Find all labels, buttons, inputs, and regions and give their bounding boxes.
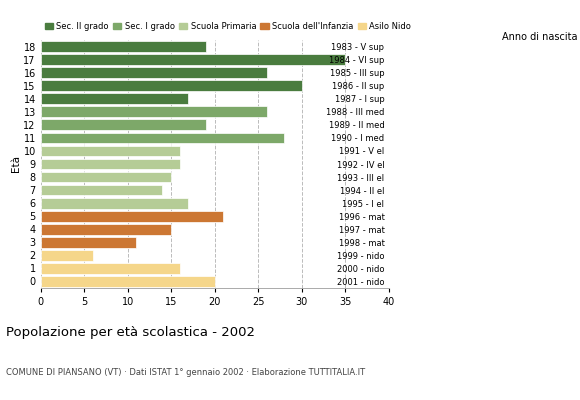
Bar (41, 224, 171, 235)
Bar (41, 80, 302, 91)
Bar (41, 132, 284, 143)
Bar (41, 93, 188, 104)
Bar (41, 263, 180, 274)
Bar (41, 106, 267, 117)
Text: Popolazione per età scolastica - 2002: Popolazione per età scolastica - 2002 (6, 326, 255, 339)
Bar (41, 237, 136, 248)
Legend: Sec. II grado, Sec. I grado, Scuola Primaria, Scuola dell'Infanzia, Asilo Nido: Sec. II grado, Sec. I grado, Scuola Prim… (45, 22, 411, 31)
Bar (41, 185, 162, 196)
Bar (41, 54, 345, 65)
Text: COMUNE DI PIANSANO (VT) · Dati ISTAT 1° gennaio 2002 · Elaborazione TUTTITALIA.I: COMUNE DI PIANSANO (VT) · Dati ISTAT 1° … (6, 368, 365, 377)
Y-axis label: Età: Età (10, 156, 20, 172)
Bar (41, 211, 223, 222)
Bar (41, 120, 206, 130)
Bar (41, 159, 180, 169)
Bar (41, 198, 188, 208)
Bar (41, 276, 215, 287)
Bar (41, 172, 171, 182)
Bar (41, 146, 180, 156)
Text: Anno di nascita: Anno di nascita (502, 32, 577, 42)
Bar (41, 250, 93, 261)
Bar (41, 41, 206, 52)
Bar (41, 67, 267, 78)
